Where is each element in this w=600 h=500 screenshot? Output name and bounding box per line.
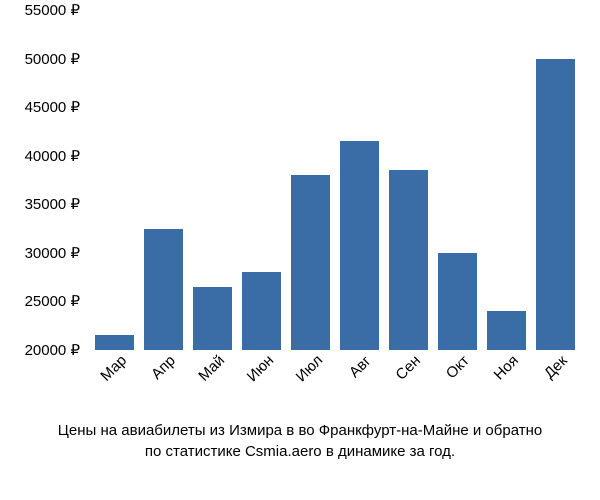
bar-slot <box>482 10 531 350</box>
bar <box>536 59 574 350</box>
y-axis: 20000 ₽25000 ₽30000 ₽35000 ₽40000 ₽45000… <box>0 10 85 350</box>
x-tick: Июн <box>237 355 286 415</box>
x-tick: Апр <box>139 355 188 415</box>
x-tick: Мар <box>90 355 139 415</box>
bar <box>438 253 476 350</box>
bar <box>291 175 329 350</box>
y-tick-label: 30000 ₽ <box>25 244 80 262</box>
y-tick-label: 20000 ₽ <box>25 341 80 359</box>
x-tick-label: Окт <box>442 352 472 382</box>
x-tick-label: Май <box>195 352 228 385</box>
bar <box>193 287 231 350</box>
x-tick: Ноя <box>482 355 531 415</box>
x-tick-label: Апр <box>148 352 179 383</box>
bar-slot <box>139 10 188 350</box>
bar-slot <box>433 10 482 350</box>
x-tick-label: Авг <box>345 353 374 382</box>
y-tick-label: 35000 ₽ <box>25 195 80 213</box>
x-tick-label: Дек <box>540 352 570 382</box>
x-tick: Май <box>188 355 237 415</box>
bar <box>95 335 133 350</box>
bar-slot <box>286 10 335 350</box>
caption-line-1: Цены на авиабилеты из Измира в во Франкф… <box>58 422 542 439</box>
chart-caption: Цены на авиабилеты из Измира в во Франкф… <box>0 420 600 462</box>
y-tick-label: 45000 ₽ <box>25 98 80 116</box>
y-tick-label: 40000 ₽ <box>25 147 80 165</box>
plot-area <box>90 10 580 350</box>
x-axis: Мар Апр Май Июн Июл Авг Сен Окт Ноя Дек <box>90 355 580 415</box>
caption-line-2: по статистике Csmia.aero в динамике за г… <box>145 443 455 460</box>
bar <box>487 311 525 350</box>
bar-slot <box>531 10 580 350</box>
x-tick-label: Июн <box>243 352 276 385</box>
x-tick: Сен <box>384 355 433 415</box>
bar-slot <box>237 10 286 350</box>
bar-slot <box>335 10 384 350</box>
y-tick-label: 55000 ₽ <box>25 1 80 19</box>
bar <box>340 141 378 350</box>
x-tick: Окт <box>433 355 482 415</box>
bar <box>242 272 280 350</box>
y-tick-label: 25000 ₽ <box>25 292 80 310</box>
bar-slot <box>384 10 433 350</box>
bar-slot <box>90 10 139 350</box>
y-tick-label: 50000 ₽ <box>25 50 80 68</box>
bar <box>144 229 182 350</box>
x-tick-label: Мар <box>97 352 130 385</box>
x-tick: Авг <box>335 355 384 415</box>
bar <box>389 170 427 350</box>
x-tick-label: Сен <box>392 352 423 383</box>
bar-slot <box>188 10 237 350</box>
chart-container: 20000 ₽ 25000 ₽ 30000 ₽ 35000 ₽ 40000 ₽ 45000… <box>0 0 600 500</box>
x-tick: Дек <box>531 355 580 415</box>
bars-group <box>90 10 580 350</box>
x-tick-label: Июл <box>292 352 326 386</box>
x-tick: Июл <box>286 355 335 415</box>
x-tick-label: Ноя <box>490 352 521 383</box>
